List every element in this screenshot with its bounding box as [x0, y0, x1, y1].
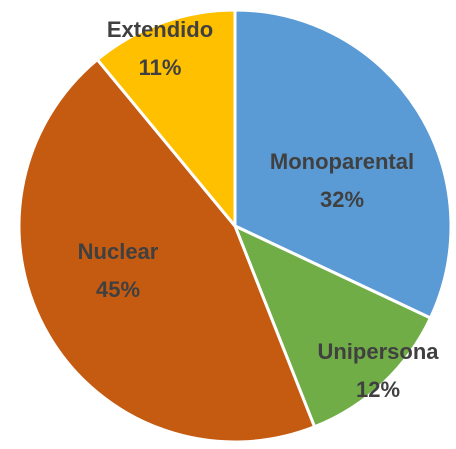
slice-category-label: Extendido — [107, 17, 213, 42]
slice-value-label: 32% — [320, 187, 364, 212]
slice-category-label: Unipersona — [317, 339, 439, 364]
slice-value-label: 45% — [96, 277, 140, 302]
pie-slice — [233, 8, 453, 320]
pie-slice — [232, 223, 433, 429]
slice-value-label: 11% — [139, 55, 182, 80]
pie-slice — [95, 8, 237, 231]
slice-value-label: 12% — [356, 377, 400, 402]
slice-category-label: Nuclear — [78, 239, 159, 264]
slice-category-label: Monoparental — [270, 149, 414, 174]
pie-slice — [17, 57, 317, 444]
